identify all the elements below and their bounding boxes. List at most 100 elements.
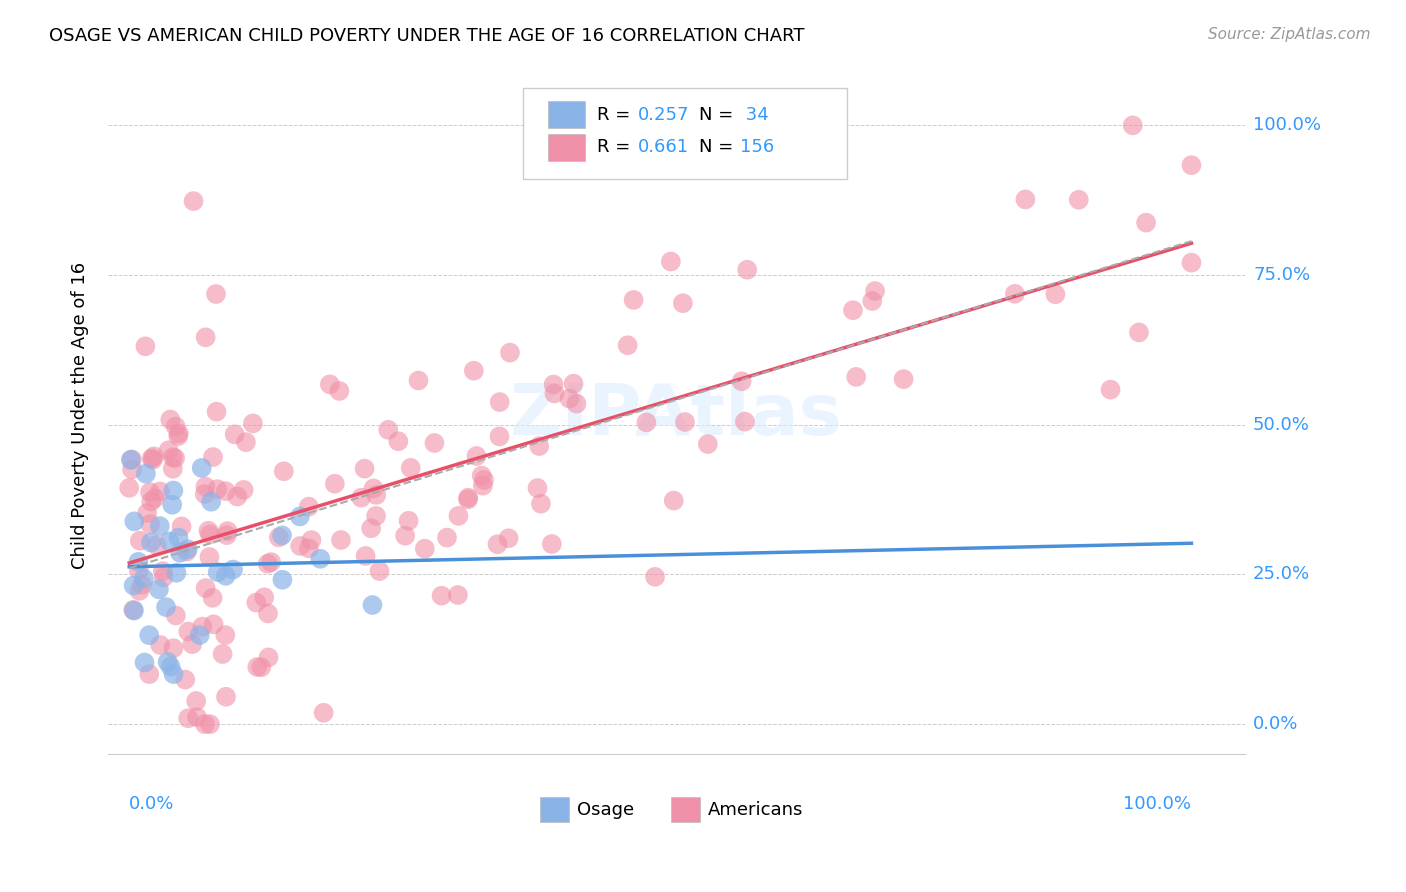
Point (169, 546, 191, 560)
Point (194, 717, 217, 731)
Text: 0.257: 0.257 (638, 105, 689, 124)
Point (205, 287, 228, 301)
Text: N =: N = (699, 105, 740, 124)
Point (127, 555, 149, 569)
Text: OSAGE VS AMERICAN CHILD POVERTY UNDER THE AGE OF 16 CORRELATION CHART: OSAGE VS AMERICAN CHILD POVERTY UNDER TH… (49, 27, 804, 45)
Point (145, 538, 167, 552)
Point (354, 549, 377, 563)
Point (214, 628, 236, 642)
Point (211, 647, 233, 661)
Point (271, 573, 294, 587)
Point (350, 491, 373, 505)
Point (363, 482, 385, 496)
Point (423, 436, 446, 450)
Point (176, 544, 198, 558)
Point (207, 565, 229, 579)
Point (623, 293, 645, 307)
Point (162, 450, 184, 465)
Point (181, 637, 204, 651)
Text: Osage: Osage (578, 801, 634, 819)
Point (194, 581, 217, 595)
Point (394, 529, 416, 543)
Point (186, 710, 208, 724)
Point (215, 690, 238, 704)
Point (530, 497, 553, 511)
Point (167, 531, 190, 545)
Point (288, 509, 311, 524)
Text: 0.0%: 0.0% (1253, 715, 1298, 733)
Point (361, 598, 384, 612)
Point (463, 364, 485, 378)
Point (471, 468, 494, 483)
Point (398, 514, 420, 528)
Point (148, 582, 170, 597)
Point (644, 570, 666, 584)
Point (155, 600, 177, 615)
Point (250, 660, 273, 674)
Point (447, 588, 470, 602)
Point (177, 624, 200, 639)
Point (465, 449, 488, 463)
Text: 75.0%: 75.0% (1253, 266, 1310, 284)
Text: 34: 34 (740, 105, 769, 124)
Text: 0.661: 0.661 (638, 138, 689, 156)
Point (860, 293, 883, 308)
Point (845, 370, 868, 384)
Point (735, 262, 758, 277)
Point (377, 423, 399, 437)
Point (1099, 383, 1122, 397)
FancyBboxPatch shape (671, 797, 700, 822)
Text: 100.0%: 100.0% (1253, 116, 1322, 135)
Text: N =: N = (699, 138, 740, 156)
Point (364, 508, 387, 523)
Point (194, 487, 217, 501)
Point (149, 638, 172, 652)
Point (122, 578, 145, 592)
Point (488, 395, 510, 409)
Point (562, 376, 585, 391)
Point (499, 345, 522, 359)
Point (121, 452, 143, 467)
Point (217, 524, 239, 538)
Point (149, 519, 172, 533)
Point (309, 551, 332, 566)
Point (159, 534, 181, 549)
Point (215, 484, 238, 499)
Point (1067, 193, 1090, 207)
Point (198, 717, 221, 731)
Point (165, 608, 187, 623)
Point (190, 461, 212, 475)
Point (142, 452, 165, 467)
Point (162, 483, 184, 498)
Point (174, 673, 197, 687)
Point (156, 655, 179, 669)
Point (1180, 255, 1202, 269)
Text: 156: 156 (740, 138, 775, 156)
Point (558, 392, 581, 406)
Point (197, 524, 219, 538)
Point (170, 519, 193, 533)
Point (413, 541, 436, 556)
Point (1045, 287, 1067, 301)
Point (257, 650, 280, 665)
Point (202, 617, 225, 632)
Point (1135, 216, 1157, 230)
Point (135, 467, 157, 481)
FancyBboxPatch shape (548, 101, 585, 128)
Point (201, 591, 224, 605)
Point (222, 562, 245, 576)
Point (152, 564, 174, 578)
Point (408, 374, 430, 388)
Point (893, 372, 915, 386)
Point (131, 578, 153, 592)
Point (1128, 326, 1150, 340)
Point (616, 338, 638, 352)
Point (256, 557, 278, 571)
Point (319, 377, 342, 392)
FancyBboxPatch shape (523, 87, 846, 179)
Point (162, 462, 184, 476)
Point (636, 416, 658, 430)
Point (457, 491, 479, 505)
Point (177, 542, 200, 557)
Text: Source: ZipAtlas.com: Source: ZipAtlas.com (1208, 27, 1371, 42)
